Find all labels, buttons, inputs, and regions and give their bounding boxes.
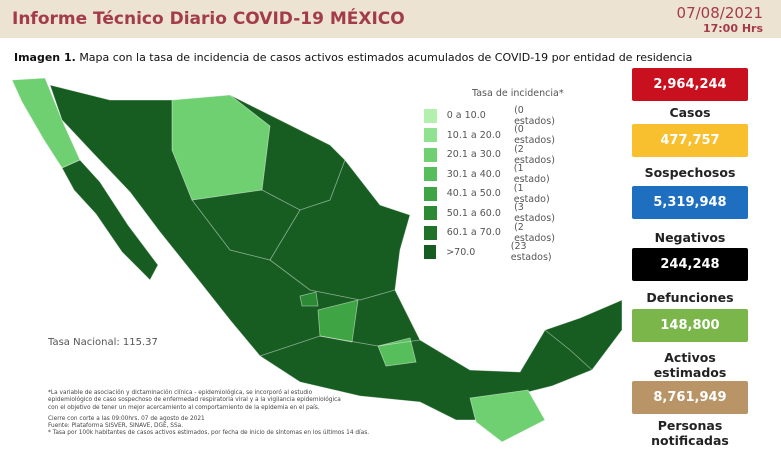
note-line: epidemiológico de caso sospechoso de enf… bbox=[48, 397, 341, 404]
date: 07/08/2021 bbox=[676, 4, 763, 22]
note-line: Cierre con corte a las 09:00hrs, 07 de a… bbox=[48, 415, 205, 422]
legend-count: (3 estados) bbox=[514, 202, 555, 224]
state-border bbox=[259, 335, 421, 357]
stat-value: 2,964,244 bbox=[632, 68, 748, 101]
legend-item: 0 a 10.0 (0 estados) bbox=[424, 105, 563, 127]
legend-range: 60.1 a 70.0 bbox=[446, 227, 501, 238]
national-rate: Tasa Nacional: 115.37 bbox=[48, 337, 158, 348]
state-border bbox=[191, 199, 301, 261]
notes: *La variable de asociación y dictaminaci… bbox=[48, 390, 369, 438]
note-line: Fuente: Plataforma SISVER, SINAVE, DGE, … bbox=[48, 423, 184, 430]
legend-swatch bbox=[424, 206, 437, 220]
legend-range: 20.1 a 30.0 bbox=[446, 149, 501, 160]
legend-range: 0 a 10.0 bbox=[446, 110, 486, 121]
caption-text: Mapa con la tasa de incidencia de casos … bbox=[79, 51, 693, 64]
stat-label: Casos bbox=[669, 105, 711, 120]
legend-swatch bbox=[424, 108, 437, 123]
legend-item: >70.0 (23 estados) bbox=[424, 241, 563, 263]
legend-count: (2 estados) bbox=[514, 221, 555, 244]
stat-label: Activos estimados bbox=[653, 350, 727, 380]
legend-count: (0 estados) bbox=[514, 124, 555, 146]
stat-value: 148,800 bbox=[632, 309, 748, 342]
caption-label: Imagen 1. bbox=[14, 51, 76, 64]
stat-value: 477,757 bbox=[632, 124, 748, 157]
stat-value: 244,248 bbox=[632, 248, 748, 281]
legend-count: (2 estados) bbox=[514, 143, 555, 166]
legend-item: 40.1 a 50.0 (1 estado) bbox=[424, 183, 558, 205]
legend-swatch bbox=[424, 128, 437, 142]
stat-label: Personas notificadas bbox=[651, 418, 729, 448]
legend-range: 10.1 a 20.0 bbox=[446, 129, 501, 141]
state-center-3 bbox=[299, 291, 319, 307]
stat-value: 8,761,949 bbox=[632, 381, 748, 414]
legend-item: 10.1 a 20.0 (0 estados) bbox=[424, 124, 563, 146]
stat-label: Sospechosos bbox=[644, 165, 736, 180]
legend-count: (23 estados) bbox=[510, 241, 552, 263]
legend-count: (0 estados) bbox=[514, 104, 555, 127]
chiapas bbox=[469, 389, 546, 443]
legend-swatch bbox=[424, 167, 437, 181]
legend-swatch bbox=[424, 147, 437, 162]
caption: Imagen 1. Mapa con la tasa de incidencia… bbox=[14, 51, 692, 64]
state-border bbox=[261, 159, 346, 211]
stat-label: Defunciones bbox=[646, 290, 734, 305]
legend-swatch bbox=[424, 225, 437, 240]
legend-count: (1 estado) bbox=[513, 163, 550, 185]
time: 17:00 Hrs bbox=[702, 22, 763, 35]
legend-range: 50.1 a 60.0 bbox=[446, 207, 501, 219]
legend-count: (1 estado) bbox=[513, 182, 550, 205]
map bbox=[11, 77, 623, 443]
legend-item: 60.1 a 70.0 (2 estados) bbox=[424, 222, 563, 244]
state-center bbox=[317, 299, 359, 343]
state-border bbox=[269, 259, 396, 301]
legend-range: 30.1 a 40.0 bbox=[446, 168, 501, 180]
legend-item: 20.1 a 30.0 (2 estados) bbox=[424, 144, 563, 166]
note-line: * Tasa por 100k habitantes de casos acti… bbox=[48, 430, 370, 437]
legend-item: 50.1 a 60.0 (3 estados) bbox=[424, 202, 563, 224]
header-band bbox=[0, 0, 781, 38]
stat-label: Negativos bbox=[654, 230, 726, 245]
legend-item: 30.1 a 40.0 (1 estado) bbox=[424, 163, 558, 185]
note-line: con el objetivo de tener un mejor acerca… bbox=[48, 404, 320, 411]
legend-title: Tasa de incidencia* bbox=[472, 88, 564, 99]
legend-swatch bbox=[424, 245, 437, 259]
note-line: *La variable de asociación y dictaminaci… bbox=[48, 390, 313, 396]
legend-range: >70.0 bbox=[446, 246, 476, 258]
baja-california-sur bbox=[61, 159, 159, 281]
title: Informe Técnico Diario COVID-19 MÉXICO bbox=[12, 9, 405, 29]
legend-range: 40.1 a 50.0 bbox=[446, 188, 501, 199]
legend-swatch bbox=[424, 186, 437, 201]
stat-value: 5,319,948 bbox=[632, 186, 748, 219]
state-border bbox=[544, 329, 593, 371]
